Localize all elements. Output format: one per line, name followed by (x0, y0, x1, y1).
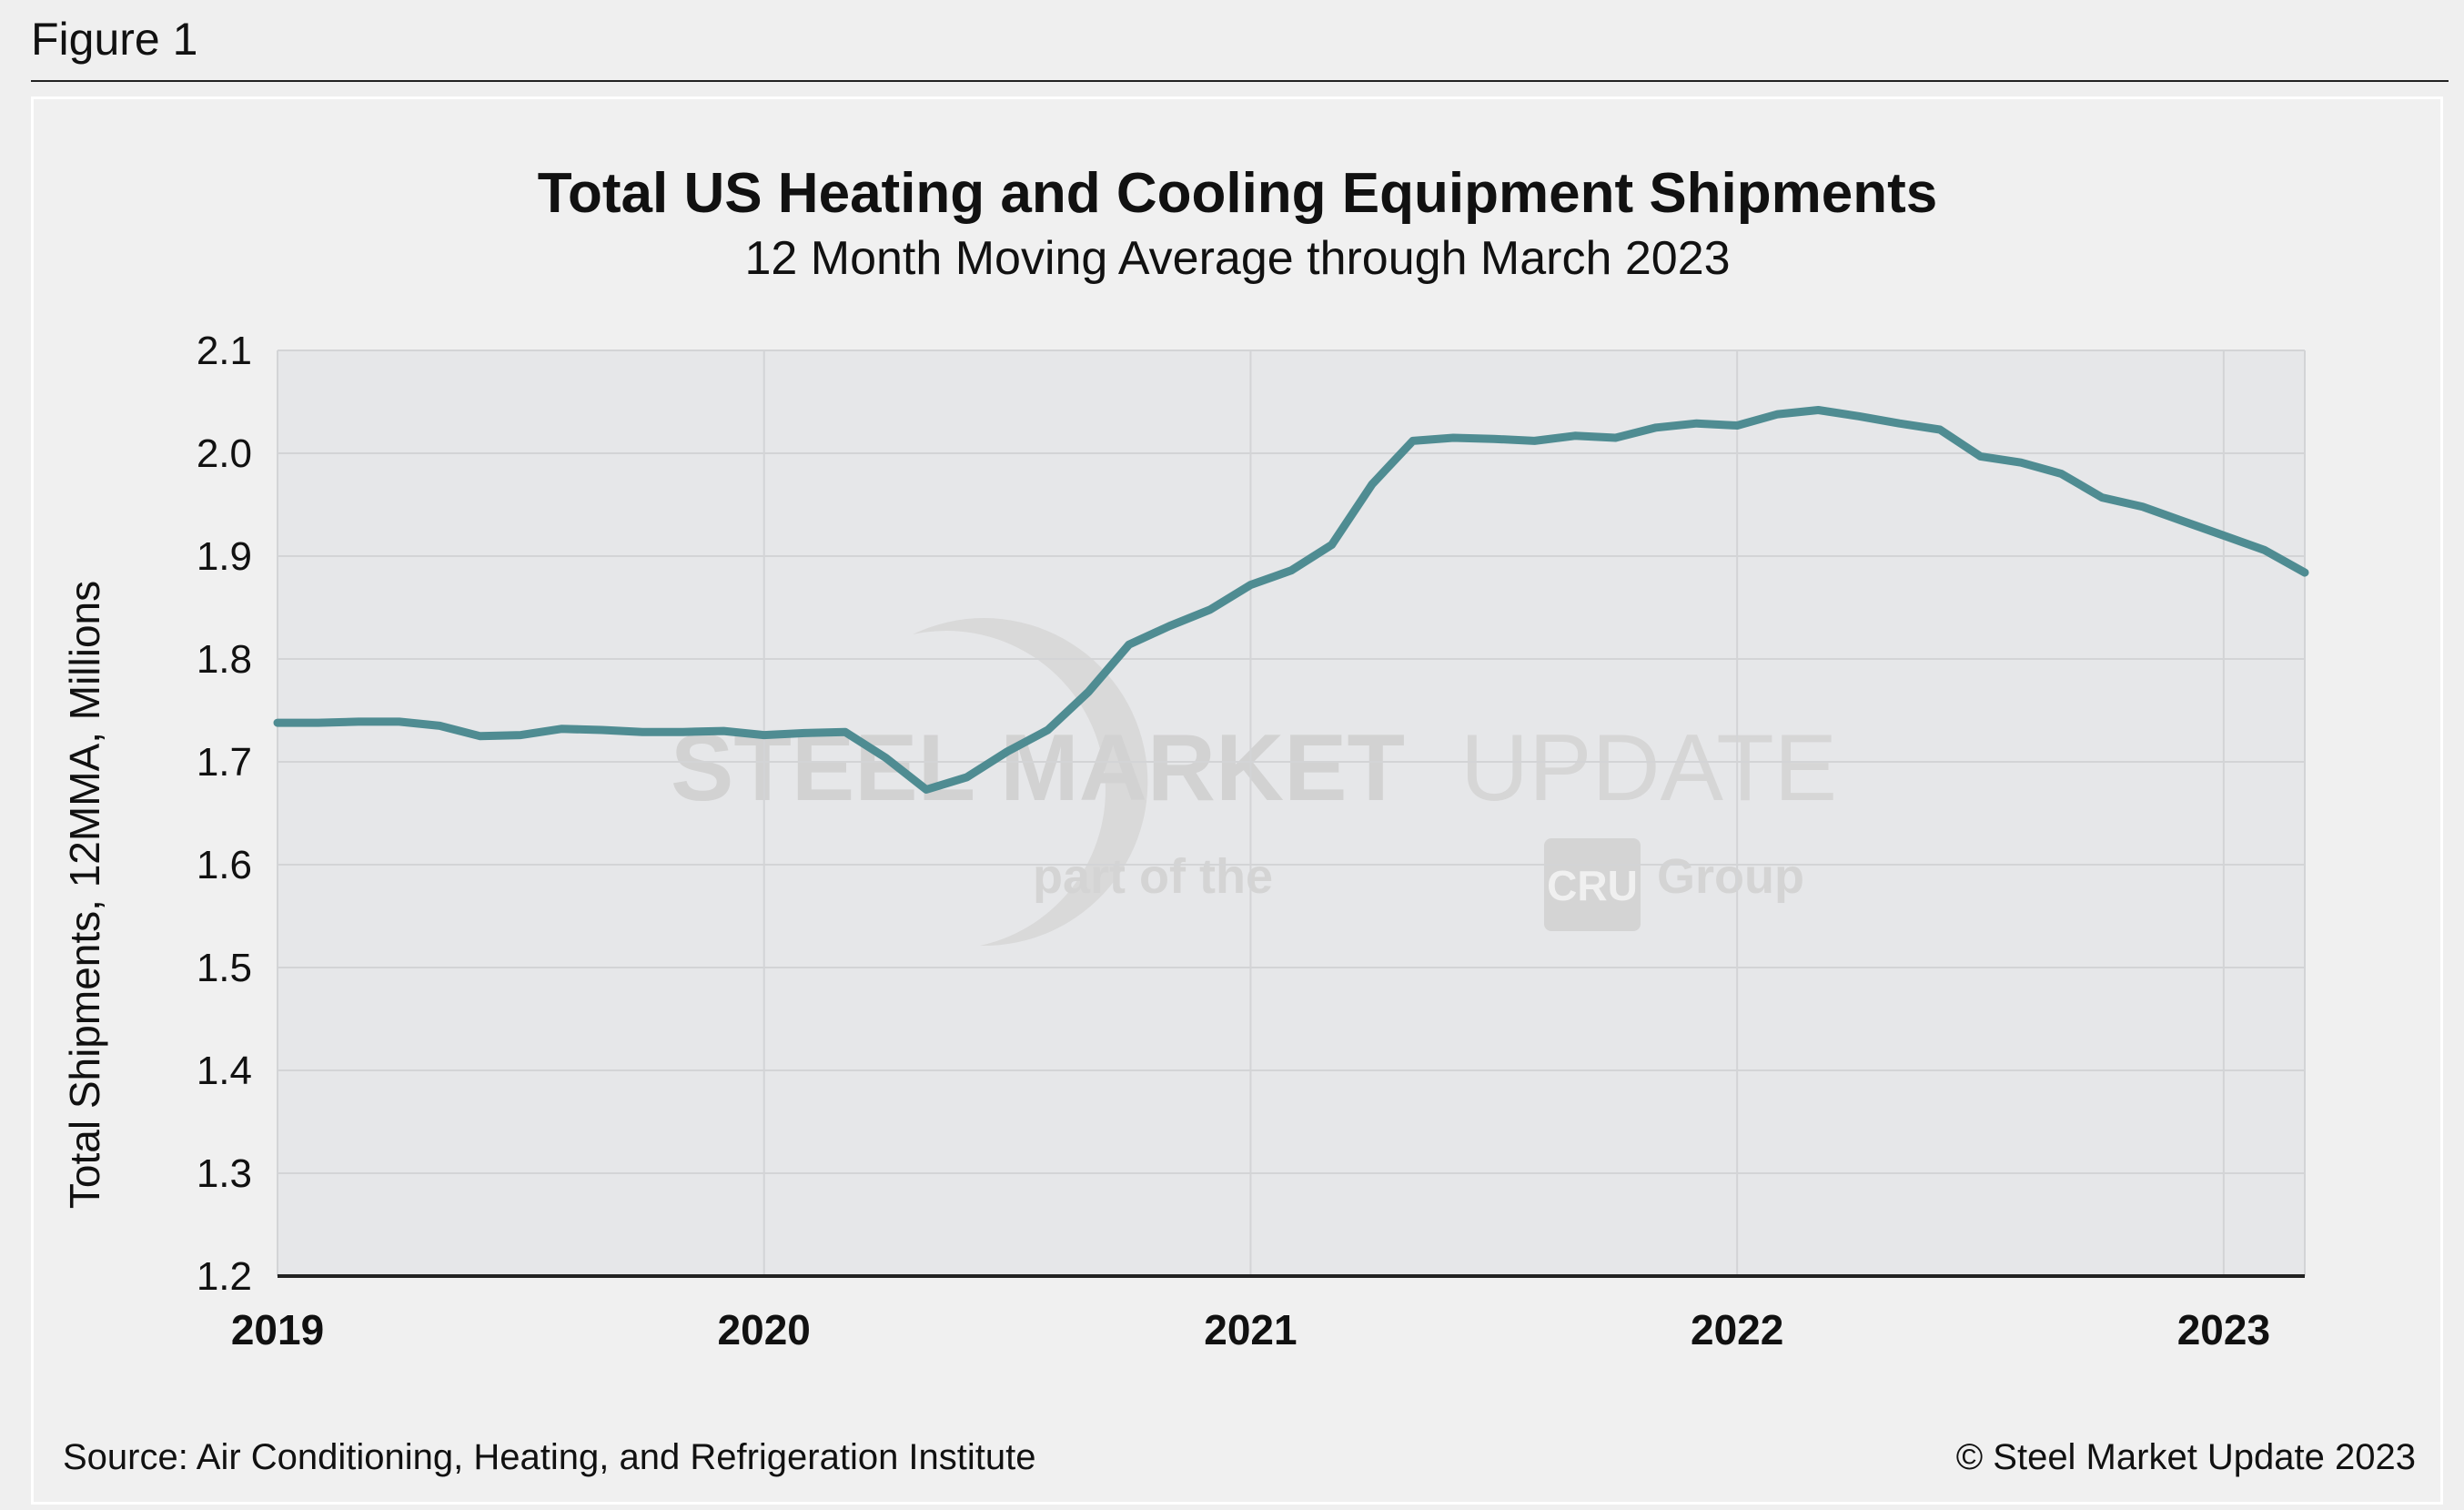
figure-label: Figure 1 (31, 14, 198, 65)
y-axis-label: Total Shipments, 12MMA, Millions (61, 581, 108, 1209)
watermark-tagline-post: Group (1657, 849, 1804, 904)
series-line-shipments (273, 406, 2309, 794)
y-tick-label: 1.7 (197, 740, 252, 785)
plot-area (278, 350, 2305, 1276)
chart-subtitle: 12 Month Moving Average through March 20… (744, 232, 1730, 285)
y-tick-label: 1.4 (197, 1049, 252, 1093)
y-tick-label: 1.3 (197, 1151, 252, 1196)
watermark-tagline-pre: part of the (1033, 849, 1273, 904)
y-tick-label: 2.1 (197, 329, 252, 373)
chart-panel: STEEL MARKET UPDATE part of the CRU Grou… (31, 96, 2443, 1505)
y-tick-label: 1.9 (197, 534, 252, 579)
figure-rule (31, 80, 2449, 82)
y-tick-label: 2.0 (197, 431, 252, 476)
chart-title: Total US Heating and Cooling Equipment S… (538, 162, 1938, 225)
x-tick-label: 2019 (231, 1306, 324, 1353)
y-tick-label: 1.5 (197, 946, 252, 990)
x-tick-label: 2020 (718, 1306, 811, 1353)
y-tick-labels: 1.2 1.3 1.4 1.5 1.6 1.7 1.8 1.9 2.0 2.1 (197, 329, 252, 1299)
watermark-cru-box (1544, 838, 1641, 931)
copyright-note: © Steel Market Update 2023 (1956, 1437, 2416, 1477)
y-tick-label: 1.6 (197, 843, 252, 887)
x-tick-label: 2022 (1691, 1306, 1783, 1353)
watermark-cru-logo: CRU (1547, 862, 1638, 909)
watermark-brand-light: UPDATE (1460, 715, 1837, 821)
y-tick-label: 1.2 (197, 1254, 252, 1299)
y-tick-label: 1.8 (197, 637, 252, 682)
x-tick-label: 2021 (1204, 1306, 1297, 1353)
x-tick-label: 2023 (2177, 1306, 2270, 1353)
x-tick-labels: 2019 2020 2021 2022 2023 (231, 1306, 2270, 1353)
grid-lines (277, 350, 2306, 1276)
source-note: Source: Air Conditioning, Heating, and R… (63, 1437, 1036, 1477)
line-chart: STEEL MARKET UPDATE part of the CRU Grou… (61, 162, 2416, 1477)
series-layer (273, 406, 2309, 794)
watermark: STEEL MARKET UPDATE part of the CRU Grou… (671, 618, 1837, 947)
